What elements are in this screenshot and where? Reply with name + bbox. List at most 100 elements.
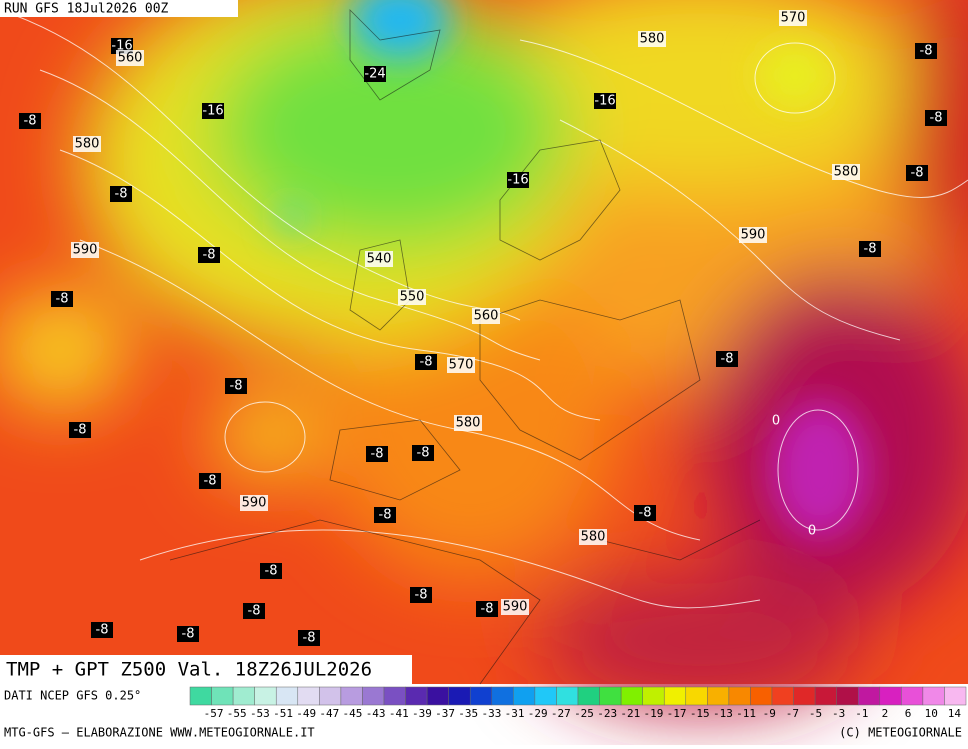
- label-box: [91, 622, 113, 638]
- colorbar-tick-label: -15: [690, 707, 710, 720]
- colorbar-tick-label: -33: [481, 707, 501, 720]
- label-box: [716, 351, 738, 367]
- contour-label: 580: [456, 416, 481, 431]
- label-box: [260, 563, 282, 579]
- colorbar-swatch: [297, 686, 320, 706]
- contour-label: -8: [203, 248, 216, 263]
- colorbar-tick-label: -3: [832, 707, 845, 720]
- label-box: [579, 529, 607, 545]
- contour-label: -8: [639, 506, 652, 521]
- colorbar-tick-label: -9: [763, 707, 776, 720]
- contour-label: 590: [242, 496, 267, 511]
- label-box: [906, 165, 928, 181]
- colorbar-swatch: [836, 686, 859, 706]
- label-box: [374, 507, 396, 523]
- contour-label: 590: [503, 600, 528, 615]
- contour-label: 580: [75, 137, 100, 152]
- label-box: [243, 603, 265, 619]
- colorbar-tick-label: -23: [597, 707, 617, 720]
- contour-label: -8: [115, 187, 128, 202]
- colorbar-tick-label: -53: [250, 707, 270, 720]
- contour-label: -8: [371, 447, 384, 462]
- label-box: [638, 31, 666, 47]
- colorbar-tick-label: -27: [551, 707, 571, 720]
- label-box: [198, 247, 220, 263]
- colorbar-swatch: [513, 686, 536, 706]
- colorbar-swatch: [254, 686, 277, 706]
- contour-label: -8: [182, 627, 195, 642]
- colorbar-swatch: [340, 686, 363, 706]
- colorbar-swatch: [599, 686, 622, 706]
- contour-label: -8: [379, 508, 392, 523]
- product-label-box: [0, 655, 412, 684]
- run-label: RUN GFS 18Jul2026 00Z: [4, 2, 169, 17]
- contour-label: -16: [507, 173, 528, 188]
- colorbar-tick-label: 2: [882, 707, 889, 720]
- colorbar-swatch: [491, 686, 514, 706]
- contour-label: -8: [204, 474, 217, 489]
- contour-label: -8: [265, 564, 278, 579]
- contour-label: -8: [56, 292, 69, 307]
- colorbar-swatch: [232, 686, 255, 706]
- colorbar-tick-label: -25: [574, 707, 594, 720]
- label-box: [110, 186, 132, 202]
- colorbar-swatch: [857, 686, 881, 706]
- contour-label: 540: [367, 252, 392, 267]
- colorbar-tick-label: -29: [528, 707, 548, 720]
- credit-text: MTG-GFS — ELABORAZIONE WWW.METEOGIORNALE…: [4, 726, 315, 740]
- colorbar-swatch: [620, 686, 643, 706]
- label-box: [739, 227, 767, 243]
- source-text: DATI NCEP GFS 0.25°: [4, 689, 141, 703]
- label-box: [476, 601, 498, 617]
- label-box: [225, 378, 247, 394]
- label-box: [116, 50, 144, 66]
- label-box: [925, 110, 947, 126]
- contour-label: -8: [481, 602, 494, 617]
- label-box: [366, 446, 388, 462]
- contour-label: 550: [400, 290, 425, 305]
- colorbar-tick-label: -5: [809, 707, 822, 720]
- colorbar-tick-label: 14: [948, 707, 962, 720]
- contour-label: -8: [721, 352, 734, 367]
- colorbar-tick-label: -39: [412, 707, 432, 720]
- contour-label: 580: [640, 32, 665, 47]
- label-box: [69, 422, 91, 438]
- colorbar-swatch: [901, 686, 924, 706]
- contour-label: -8: [303, 631, 316, 646]
- label-box: [634, 505, 656, 521]
- label-box: [472, 308, 500, 324]
- colorbar-swatch: [189, 686, 212, 706]
- contour-label: -8: [415, 588, 428, 603]
- contour-label: -8: [911, 166, 924, 181]
- contour-label: -8: [930, 111, 943, 126]
- colorbar-swatch: [642, 686, 665, 706]
- label-box: [779, 10, 807, 26]
- colorbar-tick-label: -51: [273, 707, 293, 720]
- colorbar-tick-label: -11: [736, 707, 756, 720]
- colorbar-swatch: [577, 686, 600, 706]
- contour-label: 570: [781, 11, 806, 26]
- label-box: [71, 242, 99, 258]
- colorbar-swatch: [663, 686, 687, 706]
- contour-label: -24: [364, 67, 385, 82]
- colorbar-tick-label: 6: [905, 707, 912, 720]
- colorbar-tick-label: -55: [227, 707, 247, 720]
- colorbar-swatch: [448, 686, 471, 706]
- label-box: [859, 241, 881, 257]
- label-box: [177, 626, 199, 642]
- contour-label: 560: [118, 51, 143, 66]
- label-box: [364, 66, 386, 82]
- label-box: [832, 164, 860, 180]
- colorbar-swatch: [771, 686, 794, 706]
- label-box: [410, 587, 432, 603]
- contour-label: -8: [74, 423, 87, 438]
- label-box: [199, 473, 221, 489]
- contour-label: 590: [741, 228, 766, 243]
- contour-label: -8: [24, 114, 37, 129]
- colorbar-swatch: [793, 686, 816, 706]
- contour-label: 0: [808, 524, 816, 539]
- colorbar-tick-label: -19: [644, 707, 664, 720]
- label-box: [202, 103, 224, 119]
- colorbar-tick-label: -41: [389, 707, 409, 720]
